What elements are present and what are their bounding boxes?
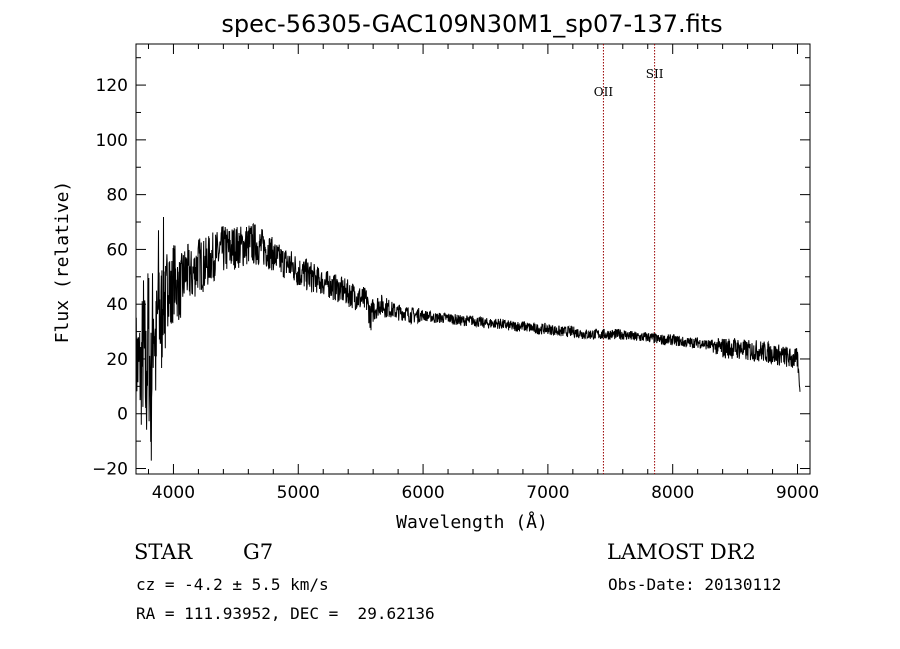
emission-line-label: OII — [594, 85, 614, 99]
x-tick-label: 4000 — [152, 483, 195, 503]
axis-ticks — [136, 44, 810, 474]
subclass: G7 — [243, 540, 274, 564]
x-tick-label: 9000 — [776, 483, 819, 503]
y-tick-label: 0 — [117, 405, 128, 425]
x-tick-label: 8000 — [651, 483, 694, 503]
object-class: STAR — [134, 540, 193, 564]
emission-line-markers: OII SII — [594, 44, 664, 474]
y-tick-label: 40 — [106, 295, 128, 315]
survey-name: LAMOST DR2 — [607, 540, 756, 564]
x-tick-labels: 4000 5000 6000 7000 8000 9000 — [152, 483, 819, 503]
y-tick-label: 100 — [96, 131, 128, 151]
emission-line-label: SII — [646, 67, 664, 81]
x-tick-label: 6000 — [401, 483, 444, 503]
y-tick-label: 60 — [106, 240, 128, 260]
y-tick-label: 120 — [96, 76, 128, 96]
obs-date: Obs-Date: 20130112 — [608, 575, 782, 594]
x-tick-label: 5000 — [277, 483, 320, 503]
y-tick-labels: −20 0 20 40 60 80 100 120 — [92, 76, 128, 479]
y-tick-label: −20 — [92, 460, 128, 480]
x-axis-label: Wavelength (Å) — [396, 511, 548, 533]
coordinates: RA = 111.93952, DEC = 29.62136 — [136, 604, 435, 623]
spectrum-series-line — [135, 216, 801, 461]
x-tick-label: 7000 — [526, 483, 569, 503]
y-tick-label: 20 — [106, 350, 128, 370]
redshift-text: cz = -4.2 ± 5.5 km/s — [136, 575, 329, 594]
chart-title: spec-56305-GAC109N30M1_sp07-137.fits — [221, 10, 722, 38]
y-tick-label: 80 — [106, 186, 128, 206]
y-axis-label: Flux (relative) — [52, 181, 73, 344]
